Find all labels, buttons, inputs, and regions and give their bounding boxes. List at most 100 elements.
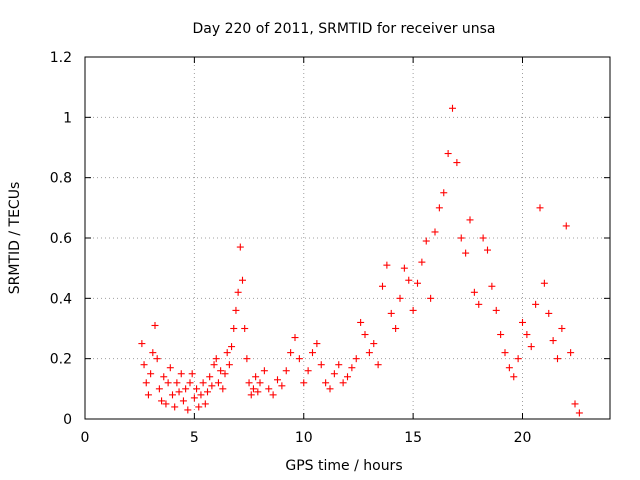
y-axis-label: SRMTID / TECUs [7,182,23,295]
data-point [379,282,386,290]
data-point [453,159,461,167]
data-point [514,355,522,363]
y-tick-label: 1 [63,110,72,126]
data-point [236,243,244,251]
data-point [164,379,172,387]
data-point [234,288,242,296]
data-point [449,104,456,112]
data-point [339,379,347,387]
data-point [532,300,540,308]
data-point [392,325,400,332]
data-point [169,391,176,399]
x-tick-label: 20 [514,430,532,446]
data-point [138,340,146,348]
data-point [488,282,496,290]
x-tick-label: 5 [190,430,199,446]
data-point [501,349,509,357]
tick-labels: 0 5 10 15 20 0 0.2 0.4 0.6 0.8 1 1.2 [50,50,532,446]
data-point [313,340,321,348]
data-point [188,370,196,378]
data-point [387,309,395,317]
data-point [173,379,181,387]
data-point [348,364,356,372]
data-point [300,379,308,387]
data-point [497,331,505,339]
data-point [217,367,225,375]
data-point [179,397,187,405]
data-point [492,306,500,314]
data-point [162,400,170,408]
data-point [175,388,183,396]
data-point [158,397,166,405]
data-point [435,204,443,212]
data-point [335,361,343,369]
data-point [527,343,535,351]
x-tick-label: 10 [295,430,313,446]
data-point [243,355,251,363]
data-point [249,385,257,393]
data-point [182,385,190,393]
data-point [523,331,531,339]
data-point [540,279,548,287]
data-point [291,334,299,342]
data-point [370,340,378,348]
data-point [223,349,231,357]
data-point [326,385,334,393]
data-point [210,361,218,369]
data-point [484,246,491,254]
data-point [462,249,470,257]
data-point [383,261,391,269]
data-point [190,394,198,402]
data-point [278,382,286,390]
y-tick-label: 0.6 [50,231,72,247]
axis-ticks [84,56,610,420]
data-point [361,331,369,339]
data-point [444,150,452,158]
data-point [274,376,281,384]
data-point [322,379,330,387]
data-point [241,325,249,332]
chart-title: Day 220 of 2011, SRMTID for receiver uns… [192,21,495,37]
data-point [212,355,220,363]
data-point [309,349,316,357]
data-point [549,337,557,345]
data-point [214,379,222,387]
data-point [252,373,260,381]
data-point [171,403,179,411]
data-point [405,276,413,284]
data-point [265,385,273,393]
data-point [422,237,430,245]
data-point [256,379,264,387]
data-point [204,388,211,396]
data-point [149,349,157,357]
data-point [431,228,439,236]
data-point [269,391,277,399]
data-point [195,403,203,411]
data-point [201,400,209,408]
data-point [567,349,575,357]
data-point [147,370,155,378]
data-point [554,355,561,363]
data-point [247,391,255,399]
plot-frame [84,56,611,420]
data-point [295,355,303,363]
data-point [374,361,382,369]
data-point [239,276,246,284]
data-point [466,216,474,224]
y-tick-label: 0 [63,412,72,428]
x-tick-label: 0 [81,430,90,446]
data-point [254,388,262,396]
data-point [221,370,229,378]
data-point [470,288,478,296]
data-point [144,391,152,399]
data-point [440,189,448,197]
data-points [138,104,583,417]
data-point [160,373,168,381]
data-point [457,234,465,242]
grid [85,57,610,419]
data-point [409,306,417,314]
data-point [177,370,185,378]
data-point [418,258,426,266]
data-point [317,361,325,369]
data-point [166,364,174,372]
